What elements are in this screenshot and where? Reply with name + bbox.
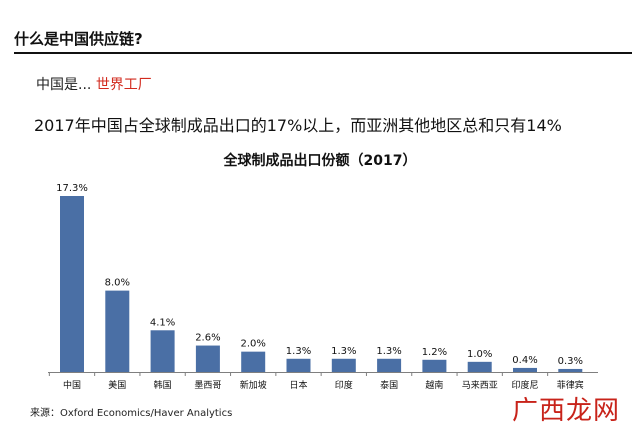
- bar-5: [286, 358, 311, 372]
- bar-9: [467, 361, 492, 372]
- bar-3: [195, 345, 220, 372]
- data-label-11: 0.3%: [558, 356, 583, 367]
- bar-10: [513, 367, 537, 372]
- bar-2: [150, 330, 175, 372]
- data-label-10: 0.4%: [512, 355, 537, 366]
- data-label-6: 1.3%: [331, 346, 356, 357]
- intro-prefix: 中国是...: [36, 77, 96, 93]
- chart-title: 全球制成品出口份额（2017）: [223, 153, 417, 169]
- category-label-2: 韩国: [154, 379, 172, 391]
- bar-11: [558, 368, 583, 372]
- bar-1: [105, 290, 130, 372]
- data-label-3: 2.6%: [195, 333, 220, 344]
- intro-highlight: 世界工厂: [95, 77, 152, 93]
- bar-7: [377, 358, 402, 372]
- category-label-0: 中国: [63, 379, 81, 391]
- category-label-10: 印度尼: [511, 379, 538, 391]
- heading-divider: [14, 52, 632, 54]
- data-label-1: 8.0%: [105, 278, 130, 289]
- watermark-logo: 广西龙网: [512, 396, 621, 426]
- category-label-8: 越南: [425, 379, 443, 391]
- category-label-11: 菲律宾: [557, 379, 584, 391]
- bar-0: [60, 196, 84, 372]
- data-label-2: 4.1%: [150, 317, 175, 328]
- category-label-7: 泰国: [380, 379, 398, 391]
- statement-text: 2017年中国占全球制成品出口的17%以上，而亚洲其他地区总和只有14%: [34, 116, 562, 135]
- category-label-3: 墨西哥: [194, 380, 221, 391]
- category-label-1: 美国: [108, 379, 126, 391]
- data-label-0: 17.3%: [56, 183, 88, 194]
- bar-8: [422, 359, 447, 372]
- category-label-4: 新加坡: [240, 379, 267, 391]
- page-heading: 什么是中国供应链?: [14, 30, 143, 48]
- bar-6: [331, 358, 356, 372]
- source-note: 来源：Oxford Economics/Haver Analytics: [30, 408, 233, 419]
- category-label-5: 日本: [289, 379, 307, 391]
- category-label-6: 印度: [335, 379, 353, 391]
- category-label-9: 马来西亚: [462, 380, 498, 391]
- bar-4: [241, 351, 266, 372]
- data-label-7: 1.3%: [376, 346, 401, 357]
- intro-line: 中国是... 世界工厂: [36, 74, 152, 94]
- data-label-4: 2.0%: [240, 339, 265, 350]
- data-label-9: 1.0%: [467, 349, 492, 360]
- data-label-8: 1.2%: [422, 347, 447, 358]
- data-label-5: 1.3%: [286, 346, 311, 357]
